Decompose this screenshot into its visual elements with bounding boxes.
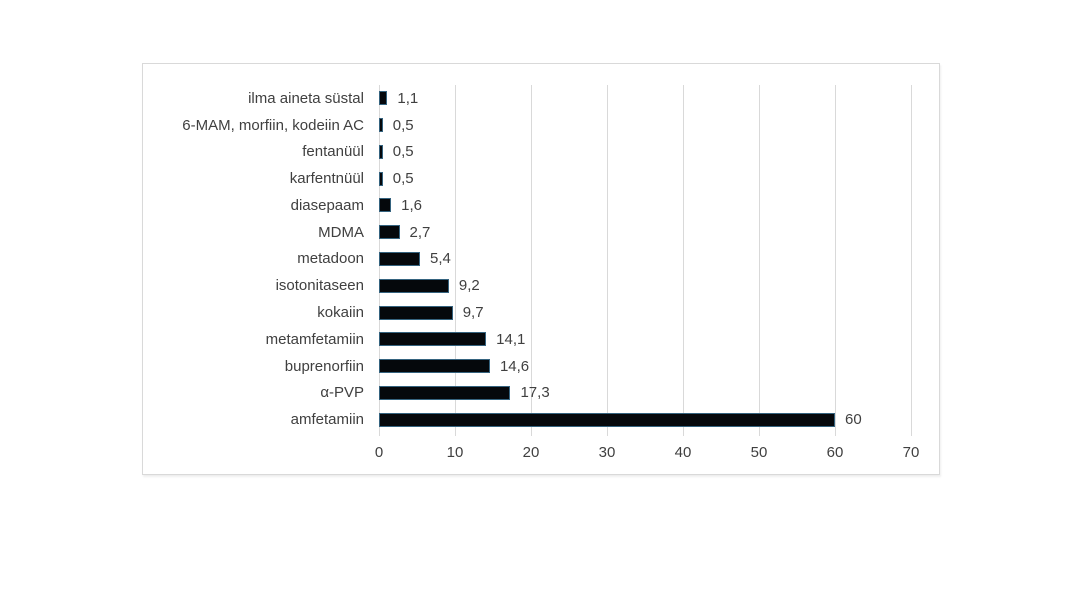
bar-diasepaam — [379, 198, 392, 213]
value-label: 0,5 — [392, 143, 414, 161]
gridline-x-50 — [759, 85, 760, 436]
chart-row: metamfetamiin 14,1 — [143, 326, 939, 353]
category-label: buprenorfiin — [284, 357, 364, 375]
chart-row: α-PVP 17,3 — [143, 379, 939, 406]
gridline-x-70 — [911, 85, 912, 436]
bar-fentan-l — [379, 144, 383, 159]
bar-karfentn-l — [379, 171, 383, 186]
category-label: diasepaam — [290, 196, 364, 214]
category-label: α-PVP — [320, 384, 364, 402]
x-axis-tick-label: 60 — [826, 444, 844, 461]
value-label: 9,2 — [458, 277, 480, 295]
category-label: 6-MAM, morfiin, kodeiin AC — [182, 116, 364, 134]
value-label: 5,4 — [430, 250, 451, 268]
bar-chart-panel: ilma aineta süstal 1,1 6-MAM, morfiin, kod… — [142, 63, 940, 475]
x-axis-tick-label: 0 — [374, 444, 384, 461]
gridline-x-40 — [683, 85, 684, 436]
category-label: amfetamiin — [290, 411, 364, 429]
chart-row: isotonitaseen 9,2 — [143, 272, 939, 299]
chart-row: ilma aineta süstal 1,1 — [143, 85, 939, 112]
x-axis-tick-label: 10 — [446, 444, 464, 461]
bar-mdma — [379, 225, 400, 240]
x-axis-tick-label: 70 — [902, 444, 920, 461]
value-label: 1,6 — [401, 196, 423, 214]
chart-row: kokaiin 9,7 — [143, 299, 939, 326]
value-label: 2,7 — [409, 223, 431, 241]
value-label: 60 — [845, 411, 862, 429]
x-axis-tick-label: 50 — [750, 444, 768, 461]
category-label: ilma aineta süstal — [248, 89, 364, 107]
chart-row: fentanüül 0,5 — [143, 139, 939, 166]
bar-isotonitaseen — [379, 278, 449, 293]
gridline-x-30 — [607, 85, 608, 436]
bar-metadoon — [379, 251, 421, 266]
category-label: MDMA — [318, 223, 364, 241]
gridline-x-10 — [455, 85, 456, 436]
category-label: metadoon — [297, 250, 364, 268]
bar-metamfetamiin — [379, 332, 487, 347]
chart-row: metadoon 5,4 — [143, 246, 939, 273]
gridline-x-20 — [531, 85, 532, 436]
gridline-x-60 — [835, 85, 836, 436]
bar-kokaiin — [379, 305, 453, 320]
value-label: 9,7 — [462, 304, 484, 322]
category-label: isotonitaseen — [275, 277, 364, 295]
x-axis-tick-label: 30 — [598, 444, 616, 461]
bar-ilma-aineta-s-stal — [379, 91, 388, 106]
category-label: fentanüül — [302, 143, 364, 161]
bar-buprenorfiin — [379, 359, 490, 374]
value-label: 1,1 — [397, 89, 419, 107]
value-label: 14,6 — [499, 357, 530, 375]
chart-row: amfetamiin 60 — [143, 406, 939, 433]
value-label: 0,5 — [392, 170, 414, 188]
category-label: kokaiin — [317, 304, 364, 322]
value-label: 14,1 — [496, 330, 526, 348]
x-axis-tick-label: 20 — [522, 444, 540, 461]
chart-row: karfentnüül 0,5 — [143, 165, 939, 192]
category-label: metamfetamiin — [265, 330, 364, 348]
bar-6-mam-morfiin-kodeiin-ac — [379, 118, 383, 133]
chart-row: buprenorfiin 14,6 — [143, 353, 939, 380]
x-axis-tick-label: 40 — [674, 444, 692, 461]
category-label: karfentnüül — [289, 170, 364, 188]
bar-amfetamiin — [379, 412, 835, 427]
chart-row: MDMA 2,7 — [143, 219, 939, 246]
bar--pvp — [379, 385, 511, 400]
value-label: 17,3 — [520, 384, 550, 402]
chart-row: diasepaam 1,6 — [143, 192, 939, 219]
chart-row: 6-MAM, morfiin, kodeiin AC 0,5 — [143, 112, 939, 139]
value-label: 0,5 — [392, 116, 414, 134]
